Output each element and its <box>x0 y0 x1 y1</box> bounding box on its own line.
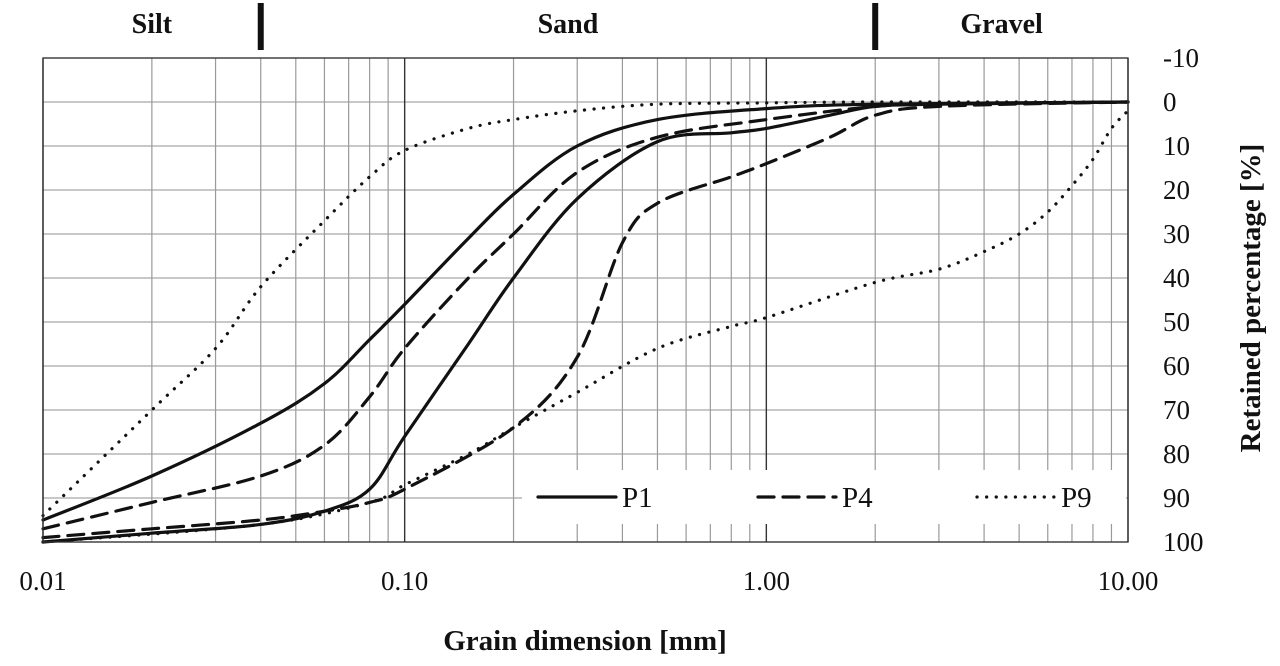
y-tick-label: 40 <box>1163 263 1190 293</box>
y-tick-label: 70 <box>1163 395 1190 425</box>
soil-zone-layer: Silt Sand Gravel <box>132 3 1043 50</box>
series-p4-curve-1 <box>41 100 1130 531</box>
series-p1-curve-1 <box>41 100 1130 522</box>
y-tick-label: 10 <box>1163 131 1190 161</box>
legend: P1 P4 P9 <box>522 470 1126 524</box>
legend-label-p9: P9 <box>1061 482 1092 514</box>
plot-area-frame <box>42 57 1129 543</box>
y-tick-label: 0 <box>1163 87 1177 117</box>
series-layer <box>41 100 1130 544</box>
legend-label-p1: P1 <box>622 482 653 514</box>
legend-label-p4: P4 <box>842 482 873 514</box>
y-tick-label: 100 <box>1163 527 1204 557</box>
y-axis-title: Retained percentage [%] <box>1235 144 1267 453</box>
y-tick-label: 90 <box>1163 483 1190 513</box>
x-tick-label: 0.10 <box>381 566 428 596</box>
x-tick-label: 1.00 <box>743 566 790 596</box>
zone-label-gravel: Gravel <box>960 9 1043 40</box>
zone-label-sand: Sand <box>538 9 599 40</box>
y-tick-label: 30 <box>1163 219 1190 249</box>
y-tick-label: 50 <box>1163 307 1190 337</box>
y-tick-label: -10 <box>1163 43 1199 73</box>
y-tick-label: 80 <box>1163 439 1190 469</box>
x-tick-label: 10.00 <box>1098 566 1159 596</box>
y-tick-label: 60 <box>1163 351 1190 381</box>
x-axis-title: Grain dimension [mm] <box>443 625 727 657</box>
y-tick-label: 20 <box>1163 175 1190 205</box>
grid-layer <box>42 57 1129 543</box>
series-p9-curve-2 <box>41 109 1130 544</box>
series-p4-curve-2 <box>41 100 1130 540</box>
series-p9-curve-1 <box>41 100 1130 518</box>
tick-labels: 0.01 0.10 1.00 10.00 -10 0 10 20 30 40 50 60 70 80 90 1… <box>19 43 1203 596</box>
x-tick-label: 0.01 <box>19 566 66 596</box>
zone-label-silt: Silt <box>132 9 173 40</box>
